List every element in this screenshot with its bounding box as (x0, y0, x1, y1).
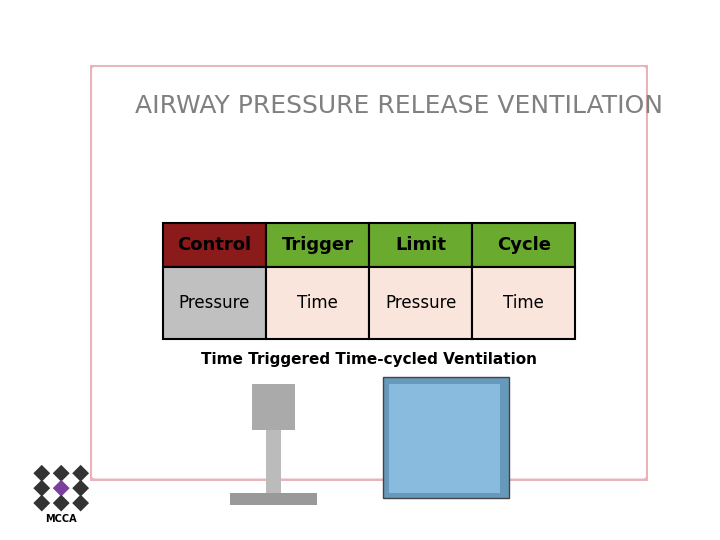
Polygon shape (33, 480, 50, 497)
Text: Time: Time (503, 294, 544, 312)
Polygon shape (53, 465, 70, 482)
Text: MCCA: MCCA (45, 514, 77, 524)
Bar (266, 430, 281, 498)
Text: Time: Time (297, 294, 338, 312)
Text: Limit: Limit (395, 236, 446, 254)
Bar (163, 223, 266, 267)
Text: Pressure: Pressure (179, 294, 250, 312)
Text: Cycle: Cycle (497, 236, 551, 254)
Bar (163, 267, 266, 339)
Bar (266, 267, 369, 339)
Text: Pressure: Pressure (385, 294, 456, 312)
Polygon shape (53, 480, 70, 497)
Polygon shape (72, 480, 89, 497)
Text: Control: Control (177, 236, 251, 254)
Bar (472, 223, 575, 267)
Polygon shape (72, 495, 89, 511)
Bar (252, 384, 295, 430)
Bar (230, 494, 317, 505)
Polygon shape (53, 495, 70, 511)
Bar (472, 267, 575, 339)
Polygon shape (33, 465, 50, 482)
Polygon shape (33, 495, 50, 511)
FancyBboxPatch shape (90, 65, 648, 481)
Polygon shape (72, 465, 89, 482)
Text: Time Triggered Time-cycled Ventilation: Time Triggered Time-cycled Ventilation (201, 352, 537, 367)
Bar (389, 384, 500, 494)
Text: Trigger: Trigger (282, 236, 354, 254)
Bar (369, 267, 472, 339)
Bar (266, 223, 369, 267)
Bar (369, 223, 472, 267)
Text: AIRWAY PRESSURE RELEASE VENTILATION: AIRWAY PRESSURE RELEASE VENTILATION (135, 94, 662, 118)
Bar (384, 377, 510, 498)
